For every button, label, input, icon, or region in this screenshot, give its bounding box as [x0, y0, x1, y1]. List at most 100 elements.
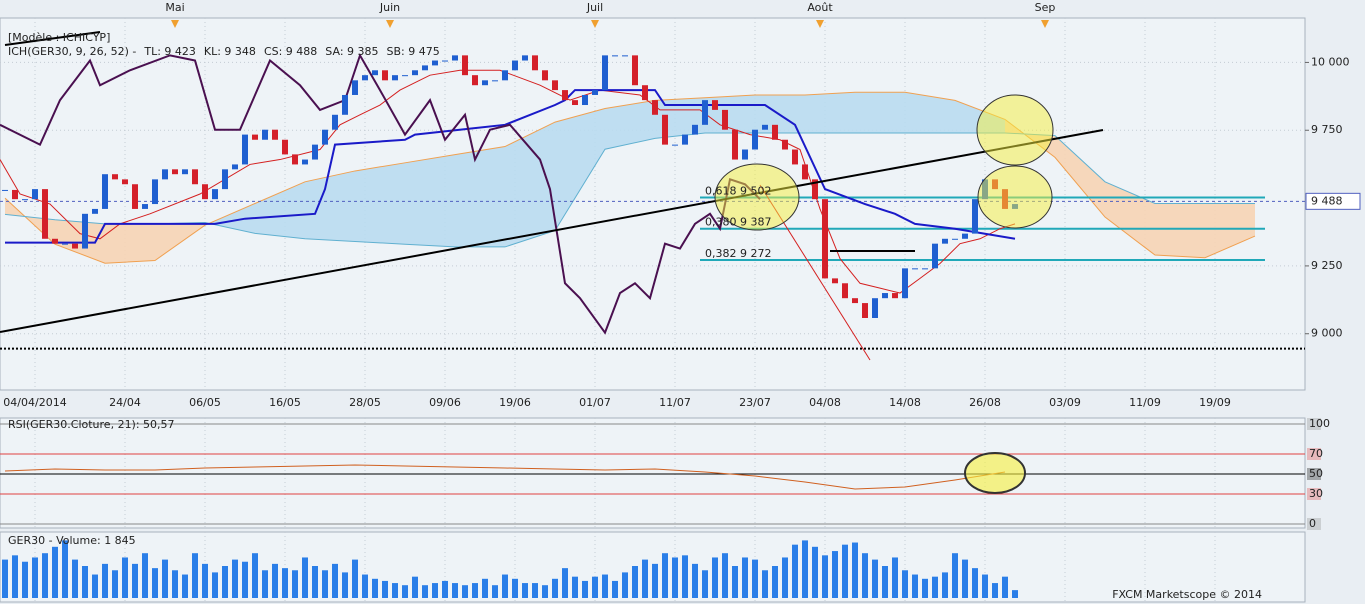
- volume-bar: [662, 553, 668, 598]
- volume-bar: [352, 559, 358, 598]
- candle: [132, 184, 138, 209]
- candle: [362, 75, 368, 81]
- candle: [382, 70, 388, 81]
- volume-bar: [612, 580, 618, 598]
- x-tick-label: 16/05: [269, 396, 301, 409]
- month-marker: [1041, 20, 1049, 28]
- candle: [552, 80, 558, 91]
- volume-bar: [872, 559, 878, 598]
- cloud-fill: [905, 92, 955, 133]
- volume-bar: [592, 576, 598, 598]
- candle: [472, 75, 478, 86]
- cloud-fill: [805, 92, 855, 133]
- volume-bar: [762, 570, 768, 598]
- volume-bar: [852, 542, 858, 598]
- candle: [52, 238, 58, 244]
- volume-bar: [532, 583, 538, 598]
- volume-bar: [512, 578, 518, 598]
- legend-entry: TL: 9 423: [143, 45, 196, 58]
- y-tick-label: 30: [1309, 487, 1323, 500]
- plot: [0, 18, 1309, 602]
- volume-bar: [212, 572, 218, 598]
- y-tick-label: 70: [1309, 447, 1323, 460]
- x-tick-label: 11/07: [659, 396, 691, 409]
- volume-bar: [822, 555, 828, 598]
- x-tick-label: 24/04: [109, 396, 141, 409]
- volume-bar: [372, 578, 378, 598]
- candle: [432, 60, 438, 66]
- volume-bar: [232, 559, 238, 598]
- month-marker: [171, 20, 179, 28]
- volume-bar: [642, 559, 648, 598]
- fib-label: 0,618 9 502: [705, 185, 771, 198]
- indicator-line: [0, 69, 1016, 294]
- candle: [482, 80, 488, 86]
- volume-bar: [622, 572, 628, 598]
- volume-bar: [462, 585, 468, 598]
- volume-bar: [2, 559, 8, 598]
- y-tick-label: 0: [1309, 517, 1316, 530]
- volume-bar: [982, 574, 988, 598]
- candle: [152, 179, 158, 205]
- candle: [282, 139, 288, 155]
- candle: [92, 208, 98, 214]
- candle: [312, 144, 318, 160]
- labels: [Modèle : ICHICYP] RSI(GER30.Cloture, 21…: [3, 1, 1361, 601]
- candle: [332, 114, 338, 130]
- volume-bar: [132, 563, 138, 598]
- volume-bar: [492, 585, 498, 598]
- candle: [322, 129, 328, 145]
- month-label: Mai: [165, 1, 184, 14]
- candle: [692, 124, 698, 135]
- y-tick-label: 10 000: [1311, 55, 1350, 68]
- candle: [442, 60, 448, 62]
- volume-bar: [312, 566, 318, 598]
- candle: [142, 204, 148, 209]
- x-tick-label: 04/04/2014: [3, 396, 66, 409]
- month-marker: [816, 20, 824, 28]
- cloud-fill: [855, 92, 905, 133]
- candle: [872, 298, 878, 318]
- candle: [582, 94, 588, 106]
- legend-entry: ICH(GER30, 9, 26, 52) -: [8, 45, 136, 58]
- volume-bar: [712, 557, 718, 598]
- volume-bar: [162, 559, 168, 598]
- candle: [252, 134, 258, 140]
- volume-bar: [752, 559, 758, 598]
- highlight: [976, 94, 1054, 166]
- candle: [892, 293, 898, 299]
- volume-bar: [782, 557, 788, 598]
- volume-bar: [922, 578, 928, 598]
- cloud-fill: [1155, 203, 1205, 258]
- tick-bg: [1307, 468, 1321, 480]
- candle: [562, 90, 568, 101]
- cloud-fill: [305, 170, 355, 242]
- indicator-line: [0, 52, 761, 335]
- candle: [632, 55, 638, 86]
- x-tick-label: 01/07: [579, 396, 611, 409]
- cloud-fill: [105, 223, 155, 264]
- volume-bar: [562, 568, 568, 598]
- candle: [652, 100, 658, 115]
- drawings: [0, 31, 1104, 494]
- cloud-fill: [555, 108, 605, 231]
- candle: [952, 238, 958, 240]
- candle: [602, 55, 608, 91]
- legend-entry: SA: 9 385: [325, 45, 378, 58]
- tick-bg: [1307, 448, 1321, 460]
- y-tick-label: 50: [1309, 467, 1323, 480]
- volume-bar: [952, 553, 958, 598]
- volume-bar: [522, 583, 528, 598]
- volume-bar: [192, 553, 198, 598]
- volume-bar: [802, 540, 808, 598]
- candle: [682, 134, 688, 145]
- volume-bar: [572, 576, 578, 598]
- candle: [752, 129, 758, 150]
- candle: [762, 124, 768, 130]
- highlight: [977, 165, 1053, 229]
- candle: [372, 70, 378, 76]
- month-label: Juil: [586, 1, 603, 14]
- volume-bar: [142, 553, 148, 598]
- candle: [782, 139, 788, 150]
- volume-bar: [1012, 590, 1018, 598]
